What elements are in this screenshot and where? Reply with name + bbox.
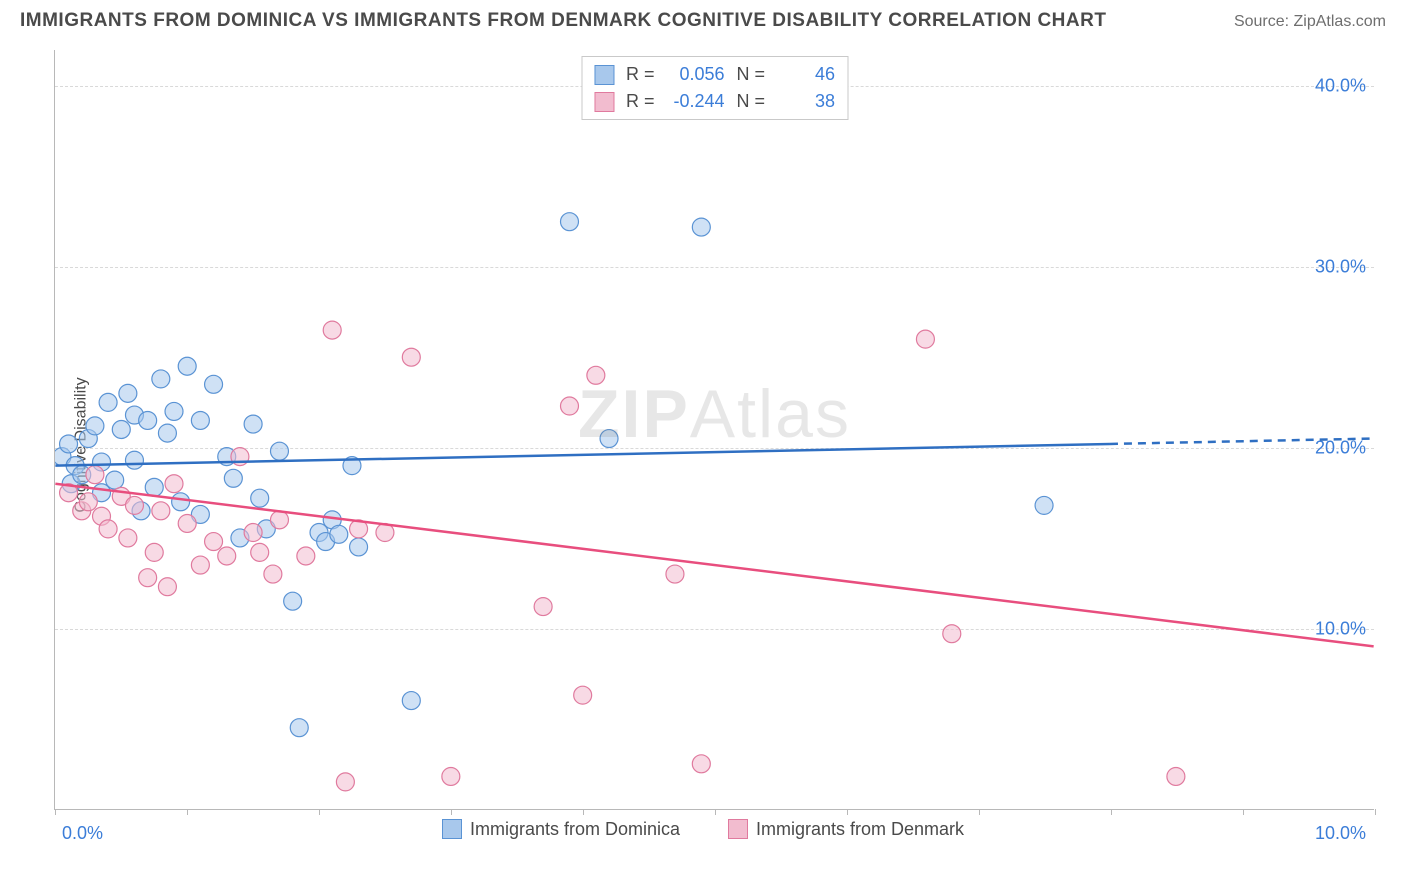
- data-point: [916, 330, 934, 348]
- plot-area: R =0.056N =46R =-0.244N =38 ZIPAtlas 10.…: [54, 50, 1374, 810]
- data-point: [205, 375, 223, 393]
- legend-swatch: [728, 819, 748, 839]
- data-point: [165, 475, 183, 493]
- legend-r-label: R =: [626, 88, 655, 115]
- data-point: [152, 502, 170, 520]
- data-point: [165, 402, 183, 420]
- data-point: [125, 496, 143, 514]
- data-point: [692, 218, 710, 236]
- data-point: [125, 451, 143, 469]
- data-point: [205, 533, 223, 551]
- series-legend-item: Immigrants from Denmark: [728, 819, 964, 840]
- data-point: [297, 547, 315, 565]
- data-point: [158, 424, 176, 442]
- data-point: [79, 493, 97, 511]
- data-point: [60, 435, 78, 453]
- legend-n-value: 38: [777, 88, 835, 115]
- legend-n-label: N =: [737, 88, 766, 115]
- legend-r-value: -0.244: [667, 88, 725, 115]
- series-legend: Immigrants from Dominica Immigrants from …: [20, 819, 1386, 845]
- data-point: [330, 525, 348, 543]
- series-legend-item: Immigrants from Dominica: [442, 819, 680, 840]
- data-point: [666, 565, 684, 583]
- chart-container: Cognitive Disability R =0.056N =46R =-0.…: [20, 50, 1386, 840]
- data-point: [402, 692, 420, 710]
- data-point: [336, 773, 354, 791]
- data-point: [218, 547, 236, 565]
- data-point: [402, 348, 420, 366]
- data-point: [561, 397, 579, 415]
- series-name: Immigrants from Denmark: [756, 819, 964, 840]
- data-point: [442, 767, 460, 785]
- data-point: [158, 578, 176, 596]
- trend-line: [55, 444, 1110, 466]
- data-point: [600, 430, 618, 448]
- data-point: [145, 543, 163, 561]
- legend-swatch: [442, 819, 462, 839]
- data-point: [244, 524, 262, 542]
- legend-n-value: 46: [777, 61, 835, 88]
- data-point: [587, 366, 605, 384]
- data-point: [574, 686, 592, 704]
- data-point: [106, 471, 124, 489]
- data-point: [119, 529, 137, 547]
- data-point: [152, 370, 170, 388]
- data-point: [139, 569, 157, 587]
- data-point: [86, 466, 104, 484]
- legend-swatch: [594, 92, 614, 112]
- data-point: [270, 511, 288, 529]
- legend-r-value: 0.056: [667, 61, 725, 88]
- data-point: [191, 411, 209, 429]
- data-point: [323, 321, 341, 339]
- data-point: [1035, 496, 1053, 514]
- legend-row: R = -0.244 N = 38: [594, 88, 835, 115]
- trend-line: [55, 484, 1373, 647]
- legend-n-label: N =: [737, 61, 766, 88]
- scatter-svg: [55, 50, 1374, 809]
- trend-line-dashed: [1110, 439, 1374, 444]
- data-point: [1167, 767, 1185, 785]
- data-point: [86, 417, 104, 435]
- data-point: [244, 415, 262, 433]
- chart-title: IMMIGRANTS FROM DOMINICA VS IMMIGRANTS F…: [20, 10, 1106, 32]
- data-point: [290, 719, 308, 737]
- x-tick: [1375, 809, 1376, 815]
- series-name: Immigrants from Dominica: [470, 819, 680, 840]
- legend-r-label: R =: [626, 61, 655, 88]
- data-point: [99, 393, 117, 411]
- data-point: [224, 469, 242, 487]
- data-point: [284, 592, 302, 610]
- data-point: [943, 625, 961, 643]
- data-point: [178, 357, 196, 375]
- data-point: [178, 514, 196, 532]
- data-point: [112, 421, 130, 439]
- correlation-legend: R = 0.056 N = 46 R = -0.244 N = 38: [581, 56, 848, 120]
- data-point: [191, 556, 209, 574]
- data-point: [534, 598, 552, 616]
- data-point: [561, 213, 579, 231]
- data-point: [119, 384, 137, 402]
- legend-swatch: [594, 65, 614, 85]
- data-point: [264, 565, 282, 583]
- data-point: [350, 538, 368, 556]
- data-point: [251, 489, 269, 507]
- data-point: [145, 478, 163, 496]
- legend-row: R = 0.056 N = 46: [594, 61, 835, 88]
- data-point: [172, 493, 190, 511]
- data-point: [270, 442, 288, 460]
- data-point: [251, 543, 269, 561]
- chart-source: Source: ZipAtlas.com: [1234, 13, 1386, 31]
- data-point: [99, 520, 117, 538]
- data-point: [139, 411, 157, 429]
- data-point: [692, 755, 710, 773]
